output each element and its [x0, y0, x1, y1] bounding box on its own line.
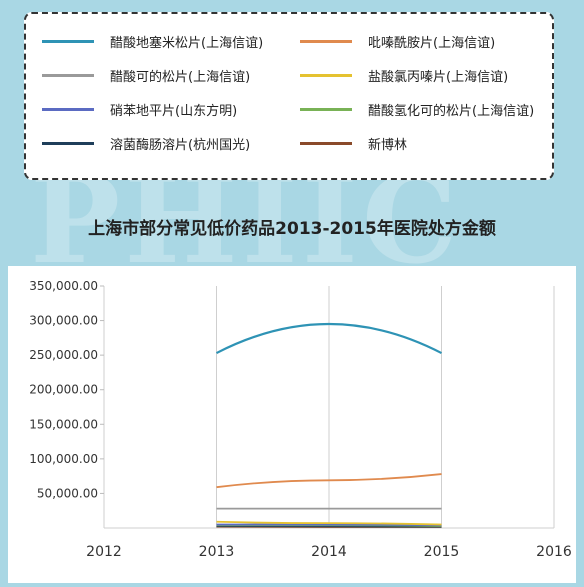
legend-item: 醋酸地塞米松片(上海信谊) — [42, 32, 263, 51]
y-tick-label: 200,000.00 — [29, 383, 98, 397]
x-tick-label: 2012 — [86, 544, 122, 560]
x-tick-label: 2016 — [536, 544, 572, 560]
legend-swatch — [42, 40, 94, 43]
chart-title: 上海市部分常见低价药品2013-2015年医院处方金额 — [0, 214, 584, 239]
legend-swatch — [42, 74, 94, 77]
legend-swatch — [300, 40, 352, 43]
legend-swatch — [42, 142, 94, 145]
x-tick-label: 2015 — [424, 544, 460, 560]
y-tick-label: 250,000.00 — [29, 348, 98, 362]
y-tick-label: 150,000.00 — [29, 417, 98, 431]
legend-swatch — [300, 108, 352, 111]
legend-label: 吡嗪酰胺片(上海信谊) — [368, 32, 495, 51]
legend-label: 溶菌酶肠溶片(杭州国光) — [110, 134, 250, 153]
legend-swatch — [42, 108, 94, 111]
y-tick-label: 100,000.00 — [29, 452, 98, 466]
legend-label: 醋酸氢化可的松片(上海信谊) — [368, 100, 534, 119]
y-tick-label: 300,000.00 — [29, 314, 98, 328]
chart-panel: 50,000.00 100,000.00 150,000.00 200,000.00 2… — [8, 266, 576, 583]
legend-label: 醋酸可的松片(上海信谊) — [110, 66, 250, 85]
legend-item: 硝苯地平片(山东方明) — [42, 100, 237, 119]
legend-swatch — [300, 142, 352, 145]
site-watermark: www.cnstop.com — [430, 565, 578, 581]
legend-swatch — [300, 74, 352, 77]
legend-label: 新博林 — [368, 134, 407, 153]
y-tick-label: 50,000.00 — [37, 486, 98, 500]
x-tick-label: 2013 — [199, 544, 235, 560]
legend-label: 醋酸地塞米松片(上海信谊) — [110, 32, 263, 51]
legend: 醋酸地塞米松片(上海信谊) 吡嗪酰胺片(上海信谊) 醋酸可的松片(上海信谊) 盐… — [24, 12, 554, 180]
legend-item: 醋酸氢化可的松片(上海信谊) — [300, 100, 534, 119]
x-tick-label: 2014 — [311, 544, 347, 560]
line-chart: 50,000.00 100,000.00 150,000.00 200,000.00 2… — [8, 266, 576, 583]
legend-item: 醋酸可的松片(上海信谊) — [42, 66, 250, 85]
legend-item: 盐酸氯丙嗪片(上海信谊) — [300, 66, 508, 85]
legend-item: 新博林 — [300, 134, 407, 153]
legend-label: 硝苯地平片(山东方明) — [110, 100, 237, 119]
legend-item: 吡嗪酰胺片(上海信谊) — [300, 32, 495, 51]
y-tick-label: 350,000.00 — [29, 279, 98, 293]
legend-label: 盐酸氯丙嗪片(上海信谊) — [368, 66, 508, 85]
legend-item: 溶菌酶肠溶片(杭州国光) — [42, 134, 250, 153]
